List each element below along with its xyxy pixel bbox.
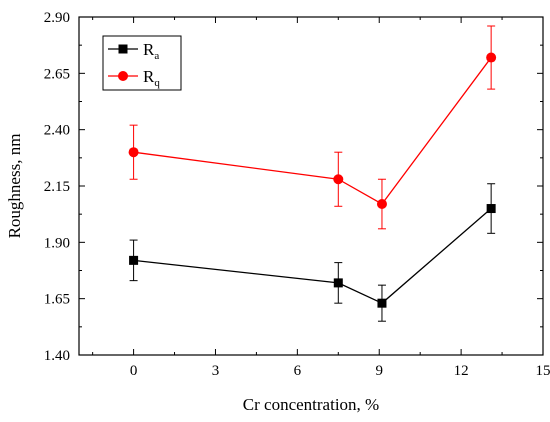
x-axis-title: Cr concentration, % — [243, 395, 379, 414]
series-line-r-a — [133, 208, 492, 304]
x-tick-label: 15 — [536, 363, 550, 379]
series-line-r-q — [133, 57, 492, 205]
y-tick-label: 2.15 — [44, 179, 70, 195]
x-tick-label: 0 — [130, 363, 138, 379]
data-point-r-a — [129, 255, 139, 265]
data-point-r-q — [486, 52, 497, 63]
data-point-r-a — [377, 298, 387, 308]
y-tick-label: 2.90 — [44, 10, 70, 26]
x-tick-label: 12 — [454, 363, 469, 379]
plot-area: 0 3 6 9 12 15 1.40 1.65 1.90 2.15 2.40 2.65 2.90 Ra Rq — [44, 10, 550, 379]
y-tick-label: 1.90 — [44, 235, 70, 251]
y-tick-label: 1.65 — [44, 292, 70, 308]
legend: Ra Rq — [102, 35, 182, 91]
legend-box — [102, 35, 182, 91]
y-tick-label: 1.40 — [44, 348, 70, 364]
x-tick-label: 3 — [212, 363, 220, 379]
data-point-r-q — [333, 174, 344, 185]
legend-marker-r-a — [118, 44, 128, 54]
data-point-r-q — [128, 147, 139, 158]
legend-label-r-q: Rq — [143, 67, 160, 89]
data-point-r-q — [376, 199, 387, 210]
y-tick-label: 2.65 — [44, 66, 70, 82]
y-tick-label: 2.40 — [44, 123, 70, 139]
data-point-r-a — [486, 204, 496, 214]
legend-marker-r-q — [118, 71, 128, 81]
x-tick-label: 9 — [375, 363, 383, 379]
y-axis-title: Roughness, nm — [5, 134, 24, 239]
x-tick-label: 6 — [294, 363, 302, 379]
legend-label-r-a: Ra — [143, 40, 159, 62]
data-point-r-a — [333, 278, 343, 288]
